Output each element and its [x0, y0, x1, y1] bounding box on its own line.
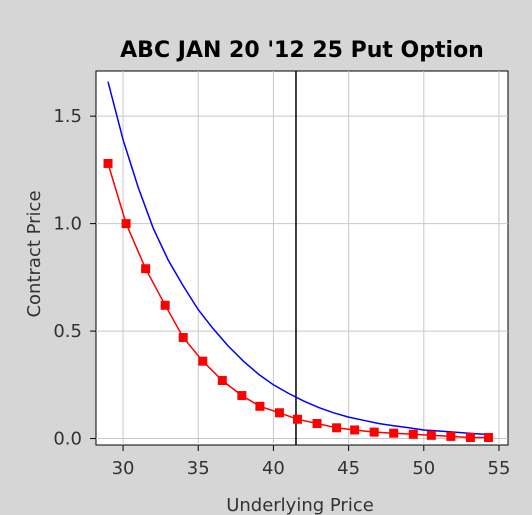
series-point [332, 423, 342, 433]
y-tick-label: 1.0 [53, 214, 82, 235]
series-point [160, 300, 170, 310]
x-tick-label: 30 [112, 458, 135, 479]
series-point [426, 430, 436, 440]
x-tick-label: 55 [488, 458, 511, 479]
y-tick-label: 1.5 [53, 106, 82, 127]
series-point [350, 425, 360, 435]
series-point [198, 356, 208, 366]
series-point [274, 408, 284, 418]
x-axis-label: Underlying Price [226, 495, 374, 515]
y-axis-label: Contract Price [24, 190, 45, 317]
x-tick-label: 35 [187, 458, 210, 479]
series-line-0 [107, 81, 484, 436]
series-point [217, 376, 227, 386]
series-point [483, 432, 493, 442]
x-tick-label: 45 [337, 458, 360, 479]
series-point [255, 401, 265, 411]
series-point [465, 432, 475, 442]
series-point [237, 391, 247, 401]
series-point [292, 414, 302, 424]
series-point [408, 429, 418, 439]
series-point [312, 419, 322, 429]
series-point [103, 158, 113, 168]
y-tick-label: 0.5 [53, 321, 82, 342]
plot-area [95, 70, 509, 446]
series-point [389, 428, 399, 438]
series-layer [103, 81, 493, 442]
series-point [141, 264, 151, 274]
y-tick-label: 0.0 [53, 429, 82, 450]
series-point [369, 427, 379, 437]
x-tick-label: 50 [412, 458, 435, 479]
x-tick-label: 40 [262, 458, 285, 479]
grid-layer [96, 71, 508, 445]
series-point [446, 431, 456, 441]
series-point [178, 333, 188, 343]
chart-title: ABC JAN 20 '12 25 Put Option [120, 38, 484, 63]
series-point [121, 219, 131, 229]
tick-layer: 30 35 40 45 50 55 0.0 0.5 1.0 1.5 [53, 106, 510, 479]
